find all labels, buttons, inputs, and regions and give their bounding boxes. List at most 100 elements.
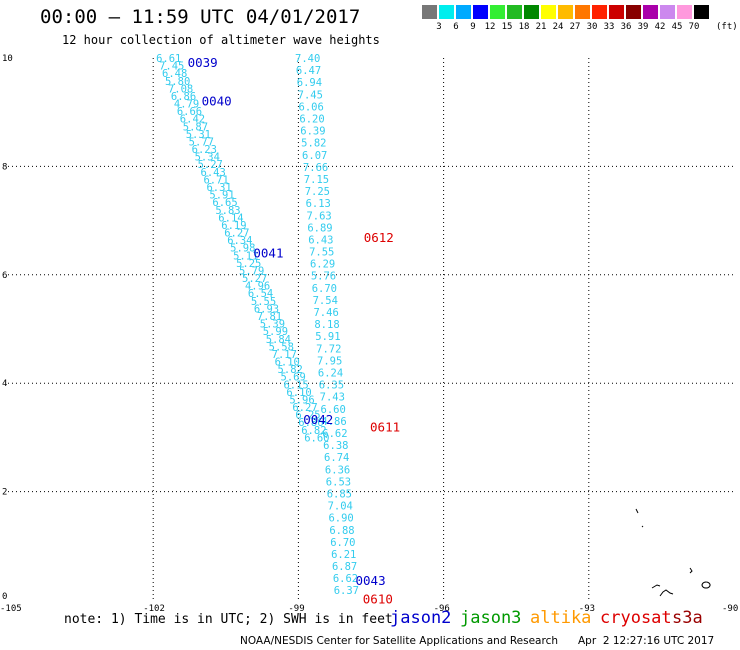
- legend-swatch: [473, 5, 488, 19]
- wave-height-label: 6.88: [329, 525, 354, 537]
- wave-height-label: 6.39: [300, 126, 325, 138]
- wave-height-label: 5.27: [242, 273, 267, 285]
- wave-height-label: 7.81: [257, 311, 282, 323]
- pass-time-label: 0042: [303, 412, 333, 427]
- legend-swatch: [677, 5, 692, 19]
- legend-label: 15: [501, 22, 513, 32]
- wave-height-label: 7.45: [298, 89, 323, 101]
- legend-label: 45: [671, 22, 683, 32]
- wave-height-label: 6.65: [212, 197, 237, 209]
- legend-swatch: [660, 5, 675, 19]
- wave-height-label: 7.95: [317, 355, 342, 367]
- legend-label: 21: [535, 22, 547, 32]
- chart-title: 00:00 – 11:59 UTC 04/01/2017: [40, 6, 361, 28]
- legend-swatch: [558, 5, 573, 19]
- timestamp-text: Apr 2 12:27:16 UTC 2017: [578, 635, 715, 647]
- wave-height-label: 6.53: [326, 476, 351, 488]
- pass-time-label: 0610: [363, 591, 393, 606]
- wave-height-label: 6.86: [171, 91, 196, 103]
- wave-height-label: 5.34: [195, 152, 220, 164]
- wave-height-label: 5.84: [266, 334, 291, 346]
- wave-height-label: 6.36: [325, 464, 350, 476]
- wave-height-label: 6.71: [203, 174, 228, 186]
- wave-height-label: 6.14: [218, 212, 243, 224]
- wave-height-label: 6.94: [297, 77, 322, 89]
- wave-height-label: 5.39: [260, 319, 285, 331]
- y-tick-label: 10: [2, 54, 13, 64]
- legend-sat-jason3: jason3: [460, 608, 522, 628]
- y-tick-label: 0: [2, 592, 7, 602]
- wave-height-label: 6.15: [283, 379, 308, 391]
- wave-height-label: 6.38: [323, 440, 348, 452]
- wave-height-label: 6.62: [333, 573, 358, 585]
- wave-height-label: 6.48: [162, 68, 187, 80]
- legend-swatch: [439, 5, 454, 19]
- wave-height-label: 6.54: [248, 288, 273, 300]
- wave-height-label: 6.93: [254, 303, 279, 315]
- legend-unit: (ft): [716, 22, 738, 32]
- wave-height-label: 7.08: [168, 83, 193, 95]
- credit-text: NOAA/NESDIS Center for Satellite Applica…: [240, 635, 558, 647]
- legend-label: 27: [569, 22, 581, 32]
- wave-height-label: 5.55: [251, 296, 276, 308]
- wave-height-label: 6.23: [192, 144, 217, 156]
- wave-height-label: 6.24: [318, 368, 343, 380]
- legend-swatch: [507, 5, 522, 19]
- coastline-segment: [689, 567, 693, 574]
- pass-time-label: 0041: [253, 246, 283, 261]
- x-tick-label: -93: [579, 604, 595, 614]
- y-tick-label: 2: [2, 488, 7, 498]
- wave-height-label: 7.04: [328, 501, 353, 513]
- wave-height-label: 8.18: [314, 319, 339, 331]
- wave-height-label: 6.66: [177, 106, 202, 118]
- coastline-segment: [659, 589, 674, 597]
- legend-label: 42: [654, 22, 666, 32]
- wave-height-label: 7.54: [313, 295, 338, 307]
- wave-height-label: 6.34: [227, 235, 252, 247]
- wave-height-label: 5.79: [239, 265, 264, 277]
- wave-height-label: 6.60: [321, 404, 346, 416]
- pass-time-label: 0040: [202, 93, 232, 108]
- chart-subtitle: 12 hour collection of altimeter wave hei…: [62, 33, 380, 47]
- wave-height-label: 6.07: [302, 150, 327, 162]
- legend-swatch: [626, 5, 641, 19]
- legend-sat-s3a: s3a: [672, 608, 703, 628]
- wave-height-label: 6.61: [156, 53, 181, 65]
- wave-height-label: 5.69: [281, 372, 306, 384]
- wave-height-label: 6.10: [275, 357, 300, 369]
- legend-swatch: [694, 5, 709, 19]
- wave-height-label: 6.89: [307, 222, 332, 234]
- legend-sat-cryosat: cryosat: [600, 608, 672, 628]
- x-tick-label: -90: [722, 604, 738, 614]
- wave-height-label: 5.99: [263, 326, 288, 338]
- wave-height-label: 5.98: [230, 243, 255, 255]
- legend-label: 33: [603, 22, 615, 32]
- wave-height-label: 6.70: [330, 537, 355, 549]
- wave-height-label: 5.77: [189, 136, 214, 148]
- legend-label: 9: [470, 22, 476, 32]
- legend-label: 39: [637, 22, 649, 32]
- wave-height-label: 7.15: [304, 174, 329, 186]
- wave-height-label: 6.86: [298, 417, 323, 429]
- y-tick-label: 4: [2, 379, 7, 389]
- legend-label: 12: [484, 22, 496, 32]
- y-tick-label: 8: [2, 162, 7, 172]
- wave-height-label: 4.79: [174, 99, 199, 111]
- x-tick-label: -96: [434, 604, 450, 614]
- wave-height-label: 5.82: [301, 138, 326, 150]
- wave-height-label: 5.80: [165, 76, 190, 88]
- wave-height-label: 6.87: [332, 561, 357, 573]
- wave-height-label: 5.76: [311, 271, 336, 283]
- wave-height-label: 5.58: [269, 341, 294, 353]
- wave-height-label: 7.43: [320, 392, 345, 404]
- wave-height-label: 6.13: [306, 198, 331, 210]
- legend-swatch: [524, 5, 539, 19]
- y-tick-label: 6: [2, 271, 7, 281]
- wave-height-label: 6.20: [299, 113, 324, 125]
- wave-height-label: 6.06: [299, 101, 324, 113]
- wave-height-label: 5.91: [209, 190, 234, 202]
- wave-height-label: 6.90: [328, 513, 353, 525]
- coastline-segment: [641, 525, 644, 528]
- coastline-segment: [651, 584, 661, 589]
- footer-note: note: 1) Time is in UTC; 2) SWH is in fe…: [64, 612, 393, 627]
